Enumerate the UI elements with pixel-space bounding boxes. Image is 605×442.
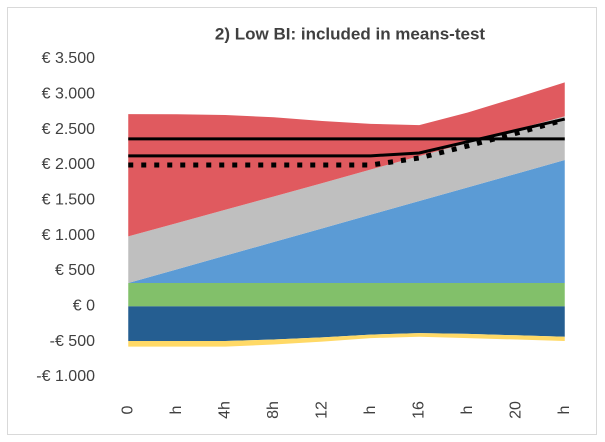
x-tick-label: 16 xyxy=(410,401,427,419)
y-tick-label: € 1.000 xyxy=(42,227,95,244)
x-tick-label: 12 xyxy=(313,401,330,419)
line xyxy=(128,117,566,158)
y-tick-label: € 2.500 xyxy=(42,121,95,138)
area xyxy=(128,333,565,347)
x-tick-label: 8h xyxy=(265,401,282,419)
x-tick-label: 4h xyxy=(216,401,233,419)
x-tick-label: h xyxy=(168,406,185,415)
y-tick-label: -€ 1.000 xyxy=(36,368,95,385)
area xyxy=(128,160,565,284)
x-tick-label: h xyxy=(556,406,573,415)
y-tick-label: € 2.000 xyxy=(42,156,95,173)
y-tick-label: € 3.000 xyxy=(42,86,95,103)
x-tick-label: 20 xyxy=(507,401,524,419)
area xyxy=(128,306,565,341)
y-tick-label: € 1.500 xyxy=(42,192,95,209)
chart-title: 2) Low BI: included in means-test xyxy=(215,24,485,43)
x-tick-label: h xyxy=(362,406,379,415)
line xyxy=(128,117,566,168)
y-tick-label: € 500 xyxy=(55,262,95,279)
y-tick-label: -€ 500 xyxy=(50,333,95,350)
x-tick-label: 0 xyxy=(119,405,136,414)
area xyxy=(128,116,565,284)
x-tick-label: h xyxy=(459,406,476,415)
y-tick-label: € 3.500 xyxy=(42,50,95,67)
y-tick-label: € 0 xyxy=(73,298,95,315)
area xyxy=(128,82,565,237)
area xyxy=(128,283,565,307)
